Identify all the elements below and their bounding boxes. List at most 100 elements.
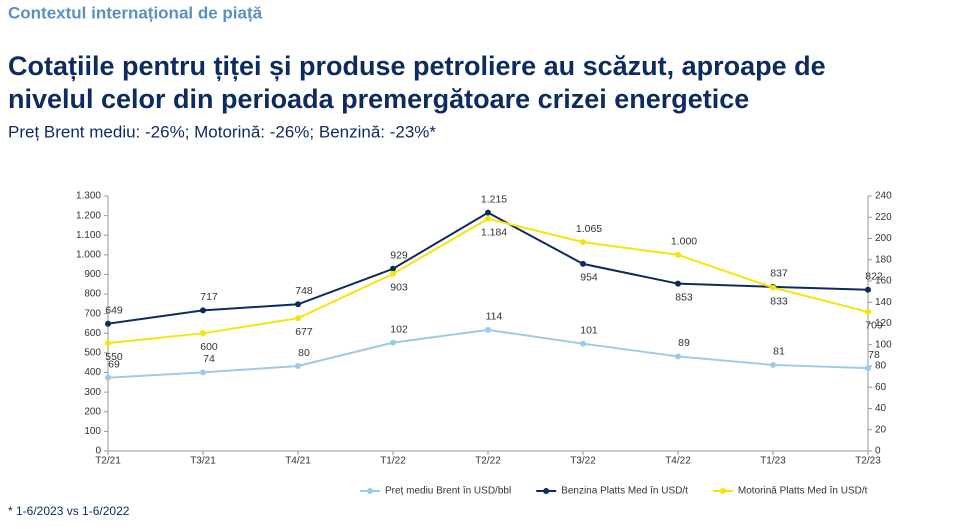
- y2-tick-label: 180: [875, 254, 892, 265]
- title-line: nivelul celor din perioada premergătoare…: [8, 84, 749, 114]
- legend-label: Benzina Platts Med în USD/t: [561, 486, 688, 497]
- x-tick-label: T4/21: [285, 456, 311, 467]
- point: [485, 215, 491, 222]
- point: [485, 326, 491, 333]
- value-label: 833: [770, 295, 788, 307]
- value-label: 954: [580, 272, 598, 284]
- value-label: 853: [675, 291, 693, 303]
- point: [200, 369, 206, 376]
- legend-label: Preț mediu Brent în USD/bbl: [385, 486, 511, 497]
- footnote: * 1-6/2023 vs 1-6/2022: [8, 504, 130, 518]
- point: [675, 353, 681, 360]
- y2-tick-label: 60: [875, 382, 887, 393]
- value-label: 1.065: [576, 223, 602, 235]
- point: [105, 340, 111, 347]
- value-label: 69: [108, 358, 120, 370]
- y2-tick-label: 20: [875, 424, 887, 435]
- y-tick-label: 900: [84, 269, 101, 280]
- point: [390, 265, 396, 272]
- y-tick-label: 1.300: [76, 191, 101, 202]
- series-line: [107, 328, 869, 379]
- legend-label: Motorină Platts Med în USD/t: [738, 486, 868, 497]
- value-label: 74: [203, 353, 215, 365]
- y-tick-label: 1.000: [76, 249, 101, 260]
- y2-tick-label: 200: [875, 233, 892, 244]
- y2-tick-label: 40: [875, 403, 887, 414]
- x-tick-label: T2/23: [855, 456, 881, 467]
- x-tick-label: T1/22: [380, 456, 406, 467]
- value-label: 903: [390, 282, 408, 294]
- y-tick-label: 0: [95, 446, 101, 457]
- value-label: 102: [390, 323, 408, 335]
- y-tick-label: 400: [84, 367, 101, 378]
- y-tick-label: 700: [84, 308, 101, 319]
- y2-tick-label: 120: [875, 318, 892, 329]
- point: [200, 307, 206, 314]
- value-label: 822: [865, 271, 883, 283]
- value-label: 114: [486, 311, 503, 323]
- x-tick-label: T1/23: [760, 456, 786, 467]
- value-label: 1.000: [671, 236, 697, 248]
- y-tick-label: 800: [84, 289, 101, 300]
- point: [485, 209, 491, 216]
- value-label: 717: [200, 291, 218, 303]
- y2-tick-label: 100: [875, 339, 892, 350]
- point: [105, 320, 111, 327]
- value-label: 1.184: [481, 227, 507, 239]
- point: [390, 270, 396, 277]
- value-label: 80: [298, 347, 310, 359]
- point: [390, 339, 396, 346]
- point: [580, 260, 586, 267]
- y-tick-label: 1.200: [76, 210, 101, 221]
- y2-tick-label: 140: [875, 297, 892, 308]
- value-label: 101: [580, 324, 598, 336]
- y-tick-label: 100: [84, 426, 101, 437]
- point: [580, 239, 586, 246]
- title-line: Cotațiile pentru țiței și produse petrol…: [8, 51, 826, 81]
- legend-marker: [367, 488, 373, 494]
- y2-tick-label: 0: [875, 446, 881, 457]
- point: [295, 315, 301, 322]
- header: Contextul internațional de piață: [8, 3, 263, 22]
- point: [865, 286, 871, 293]
- point: [200, 330, 206, 337]
- value-label: 709: [865, 320, 883, 332]
- value-label: 929: [390, 250, 408, 262]
- point: [865, 365, 871, 372]
- x-tick-label: T2/22: [475, 456, 501, 467]
- point: [770, 284, 776, 291]
- point: [675, 251, 681, 258]
- y2-tick-label: 220: [875, 212, 892, 223]
- point: [295, 363, 301, 369]
- value-label: 89: [678, 337, 690, 349]
- y-tick-label: 1.100: [76, 230, 101, 241]
- y-tick-label: 500: [84, 348, 101, 359]
- subtitle: Preț Brent mediu: -26%; Motorină: -26%; …: [8, 122, 436, 141]
- point: [770, 361, 776, 368]
- value-label: 649: [105, 304, 123, 316]
- x-tick-label: T4/22: [665, 456, 691, 467]
- value-label: 677: [295, 326, 313, 338]
- point: [865, 308, 871, 315]
- value-label: 748: [295, 285, 313, 297]
- y2-tick-label: 80: [875, 361, 887, 372]
- y-tick-label: 300: [84, 387, 101, 398]
- x-tick-label: T2/21: [95, 456, 121, 467]
- value-label: 81: [773, 346, 785, 358]
- value-label: 78: [868, 349, 880, 361]
- point: [105, 374, 111, 381]
- point: [675, 280, 681, 287]
- legend-marker: [543, 488, 550, 494]
- value-label: 550: [105, 351, 123, 363]
- x-tick-label: T3/21: [190, 456, 216, 467]
- y2-tick-label: 240: [875, 191, 892, 202]
- point: [295, 301, 301, 308]
- legend-marker: [719, 488, 726, 494]
- y2-tick-label: 160: [875, 276, 892, 287]
- y-tick-label: 200: [84, 406, 101, 417]
- x-tick-label: T3/22: [570, 456, 596, 467]
- point: [580, 340, 586, 347]
- y-tick-label: 600: [84, 328, 101, 339]
- value-label: 837: [770, 268, 788, 280]
